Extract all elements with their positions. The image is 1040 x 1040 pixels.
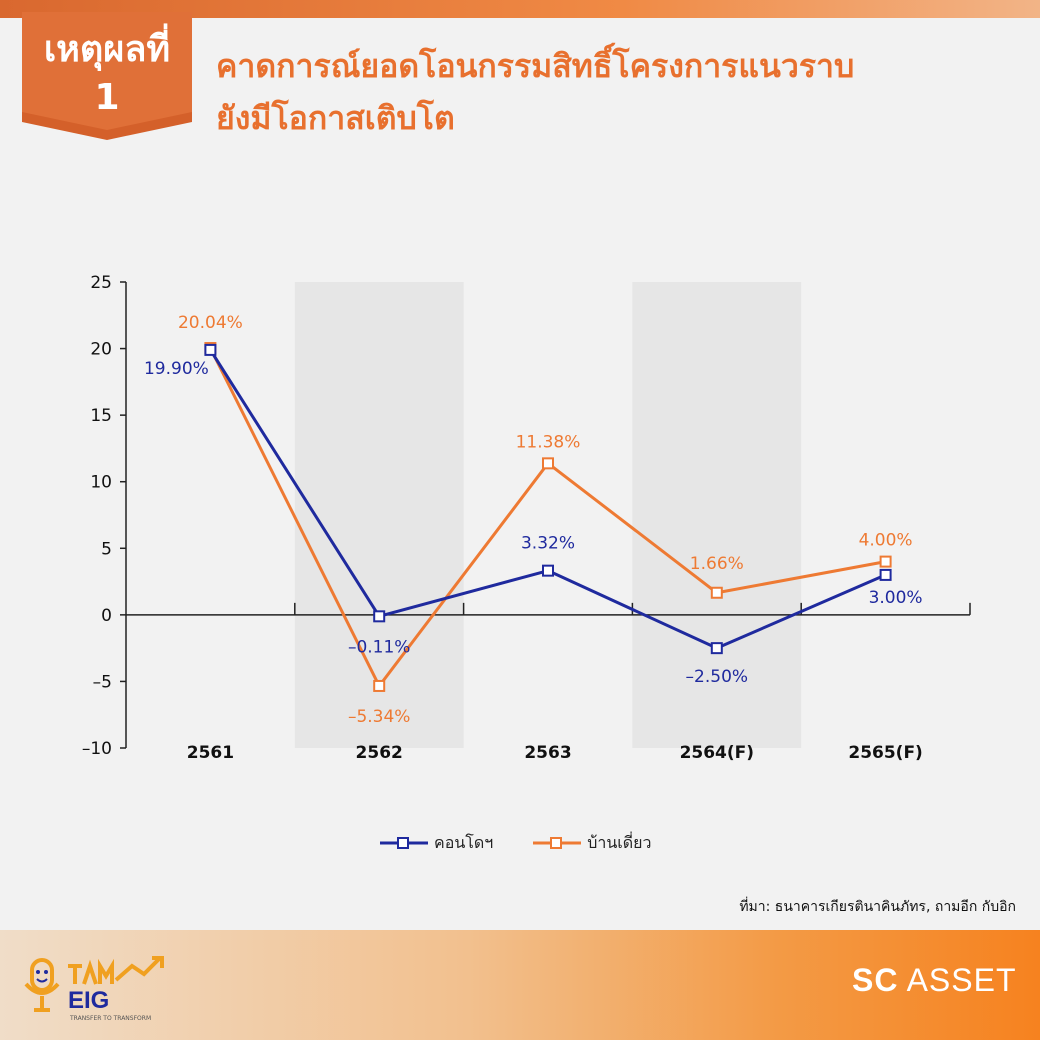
y-tick-label: 10 bbox=[90, 473, 112, 493]
y-tick-label: 25 bbox=[90, 273, 112, 293]
reason-badge-text: เหตุผลที่ 1 bbox=[22, 26, 192, 122]
sc-asset-logo: SC ASSET bbox=[852, 962, 1017, 999]
data-label: 3.32% bbox=[521, 534, 575, 554]
data-label: 19.90% bbox=[144, 359, 209, 379]
reason-badge bbox=[22, 12, 192, 140]
source-note: ที่มา: ธนาคารเกียรตินาคินภัทร, ถามอีก กั… bbox=[739, 899, 1016, 915]
x-tick-label: 2562 bbox=[356, 743, 403, 763]
legend-label-condo: คอนโดฯ bbox=[434, 832, 494, 852]
data-label: 3.00% bbox=[869, 588, 923, 608]
legend-item-house: บ้านเดี่ยว bbox=[533, 831, 652, 856]
badge-line-2: 1 bbox=[94, 77, 120, 118]
x-tick-label: 2561 bbox=[187, 743, 234, 763]
eig-logo-text: EIG bbox=[68, 987, 109, 1014]
sc-logo-rest: ASSET bbox=[906, 962, 1017, 998]
y-tick-label: 0 bbox=[101, 606, 112, 626]
data-label: 20.04% bbox=[178, 313, 243, 333]
legend-label-house: บ้านเดี่ยว bbox=[587, 832, 652, 852]
data-point bbox=[710, 642, 723, 655]
data-point bbox=[373, 679, 386, 692]
plot-background bbox=[126, 282, 970, 748]
data-label: 1.66% bbox=[690, 554, 744, 574]
legend-marker-condo bbox=[380, 837, 428, 849]
data-label: –0.11% bbox=[348, 637, 411, 657]
column-shade bbox=[632, 282, 802, 748]
legend-marker-house bbox=[533, 837, 582, 849]
data-point bbox=[542, 564, 554, 577]
y-tick-label: 20 bbox=[90, 340, 112, 360]
y-tick-label: 5 bbox=[101, 539, 112, 559]
top-accent-band bbox=[0, 0, 1040, 18]
line-chart: 25 20 15 10 5 0 –5 –10 2561 2562 2563 2564(F) 2565(F… bbox=[82, 273, 971, 763]
title-line-2: ยังมีโอกาสเติบโต bbox=[216, 99, 455, 137]
badge-line-1: เหตุผลที่ bbox=[43, 29, 171, 70]
y-tick-label: –10 bbox=[82, 739, 112, 759]
data-label: 4.00% bbox=[859, 531, 913, 551]
data-label: 11.38% bbox=[516, 432, 581, 452]
x-tick-label: 2564(F) bbox=[680, 743, 754, 763]
sc-logo-strong: SC bbox=[852, 962, 899, 998]
eig-tagline: TRANSFER TO TRANSFORM bbox=[70, 1015, 152, 1022]
column-shade bbox=[294, 282, 464, 748]
data-label: –5.34% bbox=[348, 707, 411, 727]
data-point bbox=[204, 343, 217, 356]
y-tick-label: –5 bbox=[93, 672, 112, 692]
data-point bbox=[710, 586, 723, 599]
legend-item-condo: คอนโดฯ bbox=[380, 831, 493, 856]
data-point bbox=[373, 610, 386, 623]
page-title: คาดการณ์ยอดโอนกรรมสิทธิ์โครงการแนวราบ ยั… bbox=[216, 40, 1016, 144]
data-point bbox=[879, 568, 892, 581]
chart-legend: คอนโดฯ บ้านเดี่ยว bbox=[380, 830, 652, 856]
eig-logo: EIG bbox=[24, 956, 164, 1014]
x-tick-label: 2563 bbox=[524, 743, 571, 763]
data-point bbox=[879, 555, 892, 568]
data-point bbox=[542, 457, 554, 470]
title-line-1: คาดการณ์ยอดโอนกรรมสิทธิ์โครงการแนวราบ bbox=[216, 47, 855, 85]
x-tick-label: 2565(F) bbox=[848, 743, 922, 763]
footer-band bbox=[0, 930, 1040, 1040]
y-tick-label: 15 bbox=[90, 406, 112, 426]
data-label: –2.50% bbox=[686, 667, 749, 687]
